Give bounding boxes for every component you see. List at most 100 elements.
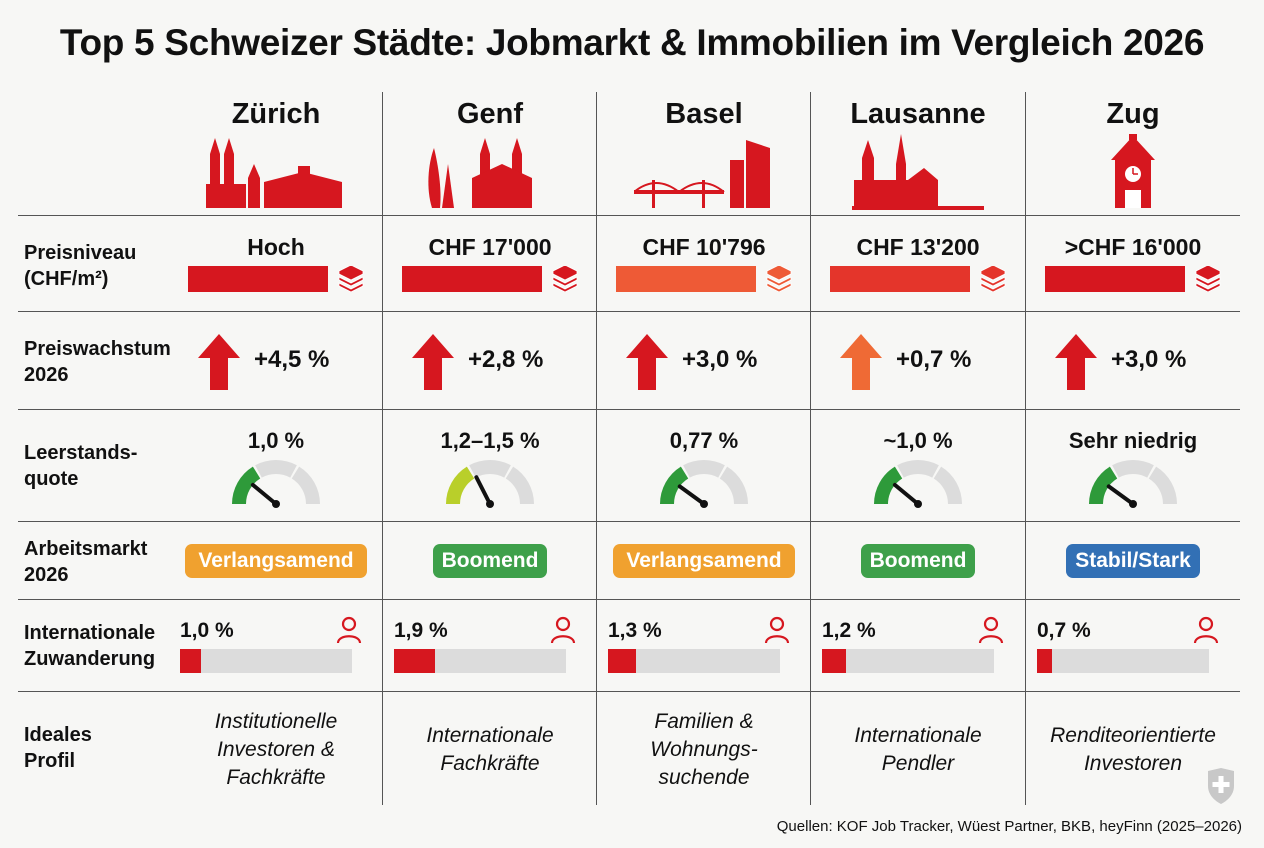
price-value: >CHF 16'000: [1064, 234, 1202, 260]
price-value: CHF 13'200: [856, 234, 980, 260]
row-divider: [18, 215, 1240, 216]
basel-skyline-icon: [634, 140, 770, 208]
row-label-line: Ideales: [24, 724, 92, 746]
profile-line-2: Fachkräfte: [226, 766, 326, 789]
up-arrow-icon: [412, 334, 454, 390]
migration-bar: [394, 649, 566, 673]
labor-badge: Boomend: [433, 544, 547, 578]
profile-line-0: Internationale: [854, 724, 982, 747]
up-arrow-icon: [1055, 334, 1097, 390]
geneva-skyline-icon: [428, 138, 532, 208]
stack-icon: [766, 266, 792, 292]
zurich-skyline-icon: [206, 138, 342, 208]
row-divider: [18, 691, 1240, 692]
ideal-profile: Institutionelle Investoren & Fachkräfte: [170, 708, 382, 792]
migration-bar: [608, 649, 780, 673]
gauge-icon: [660, 460, 748, 508]
stack-icon: [338, 266, 364, 292]
page-title: Top 5 Schweizer Städte: Jobmarkt & Immob…: [59, 22, 1205, 63]
growth-value: +4,5 %: [254, 346, 330, 373]
vacancy-value: 1,0 %: [247, 428, 305, 453]
column-divider: [596, 92, 597, 805]
lausanne-skyline-icon: [852, 134, 984, 210]
migration-value: 1,2 %: [822, 619, 876, 642]
person-icon: [550, 616, 576, 644]
city-name: Genf: [456, 98, 524, 130]
city-name: Zug: [1106, 98, 1160, 130]
stack-icon: [1195, 266, 1221, 292]
profile-line-1: Pendler: [881, 752, 955, 775]
migration-value: 1,3 %: [608, 619, 662, 642]
migration-value: 0,7 %: [1037, 619, 1091, 642]
profile-line-2: suchende: [658, 766, 750, 789]
profile-line-0: Internationale: [426, 724, 554, 747]
column-divider: [382, 92, 383, 805]
city-name: Basel: [665, 98, 743, 130]
profile-line-1: Investoren &: [217, 738, 335, 761]
migration-value: 1,9 %: [394, 619, 448, 642]
vacancy-value: ~1,0 %: [883, 428, 953, 453]
person-icon: [764, 616, 790, 644]
person-icon: [336, 616, 362, 644]
ideal-profile: Internationale Fachkräfte: [384, 722, 596, 778]
city-column-4: Zug >CHF 16'000 +3,0 % Sehr niedrig Stab…: [1027, 0, 1239, 848]
migration-bar-fill: [822, 649, 846, 673]
city-column-2: Basel CHF 10'796 +3,0 % 0,77 % Verlangsa…: [598, 0, 810, 848]
row-label-line: Leerstands-: [24, 442, 138, 464]
zug-clocktower-icon: [1111, 134, 1155, 208]
vacancy-value: 1,2–1,5 %: [440, 428, 540, 453]
city-name: Zürich: [231, 98, 321, 130]
profile-line-0: Familien &: [654, 710, 754, 733]
profile-line-1: Investoren: [1083, 752, 1183, 775]
price-bar: [188, 266, 328, 292]
vacancy-value: Sehr niedrig: [1068, 428, 1198, 453]
ideal-profile: Renditeorientierte Investoren: [1027, 722, 1239, 778]
gauge-icon: [874, 460, 962, 508]
city-name: Lausanne: [850, 98, 986, 130]
up-arrow-icon: [626, 334, 668, 390]
migration-bar-fill: [608, 649, 636, 673]
sources-note: Quellen: KOF Job Tracker, Wüest Partner,…: [776, 818, 1242, 835]
up-arrow-icon: [198, 334, 240, 390]
migration-bar-fill: [394, 649, 435, 673]
column-divider: [810, 92, 811, 805]
stack-icon: [552, 266, 578, 292]
ideal-profile: Familien & Wohnungs-suchende: [598, 708, 810, 792]
row-label-vacancy: Leerstands- quote: [24, 440, 137, 492]
migration-bar: [822, 649, 994, 673]
profile-line-1: Fachkräfte: [440, 752, 540, 775]
growth-value: +3,0 %: [682, 346, 758, 373]
labor-badge: Stabil/Stark: [1066, 544, 1200, 578]
vacancy-value: 0,77 %: [669, 428, 739, 453]
row-divider: [18, 599, 1240, 600]
price-bar: [402, 266, 542, 292]
price-bar: [616, 266, 756, 292]
price-bar: [830, 266, 970, 292]
growth-value: +0,7 %: [896, 346, 972, 373]
row-label-profile: Ideales Profil: [24, 722, 92, 774]
growth-value: +2,8 %: [468, 346, 544, 373]
row-label-line: (CHF/m²): [24, 268, 109, 290]
person-icon: [1193, 616, 1219, 644]
row-label-line: 2026: [24, 364, 69, 386]
price-value: Hoch: [247, 234, 305, 260]
gauge-icon: [446, 460, 534, 508]
labor-badge: Boomend: [861, 544, 975, 578]
person-icon: [978, 616, 1004, 644]
row-label-line: Zuwanderung: [24, 648, 156, 670]
row-label-price: Preisniveau (CHF/m²): [24, 240, 136, 292]
row-label-growth: Preiswachstum 2026: [24, 336, 171, 388]
migration-bar: [1037, 649, 1209, 673]
profile-line-0: Renditeorientierte: [1050, 724, 1216, 747]
city-column-1: Genf CHF 17'000 +2,8 % 1,2–1,5 % Boomend…: [384, 0, 596, 848]
labor-badge: Verlangsamend: [613, 544, 795, 578]
growth-value: +3,0 %: [1111, 346, 1187, 373]
migration-bar-fill: [1037, 649, 1052, 673]
price-value: CHF 17'000: [428, 234, 552, 260]
migration-bar-fill: [180, 649, 201, 673]
up-arrow-icon: [840, 334, 882, 390]
ideal-profile: Internationale Pendler: [812, 722, 1024, 778]
city-column-3: Lausanne CHF 13'200 +0,7 % ~1,0 % Boomen…: [812, 0, 1024, 848]
column-divider: [1025, 92, 1026, 805]
row-label-line: Profil: [24, 750, 76, 772]
